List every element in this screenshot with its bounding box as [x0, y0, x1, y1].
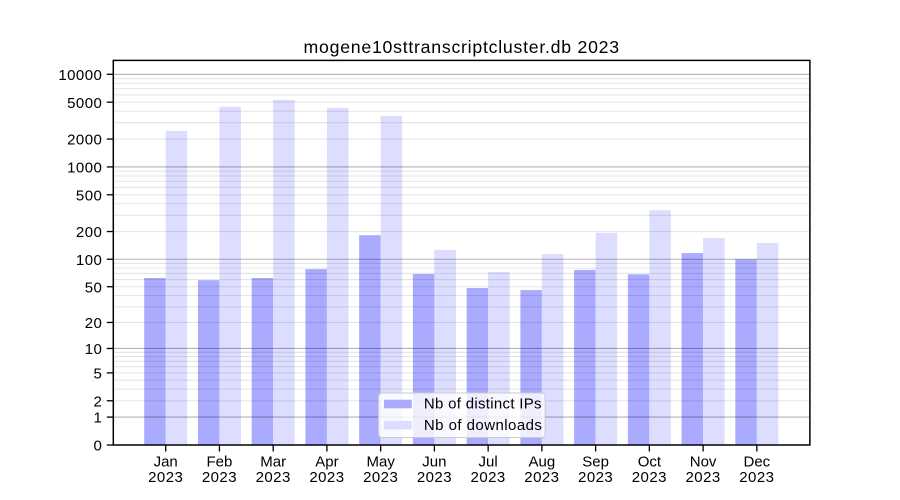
svg-text:Nov: Nov: [690, 453, 717, 470]
svg-text:1: 1: [94, 410, 103, 427]
svg-text:5000: 5000: [67, 95, 102, 112]
svg-text:2023: 2023: [256, 469, 291, 486]
svg-text:Dec: Dec: [743, 453, 770, 470]
svg-text:2023: 2023: [202, 469, 237, 486]
svg-text:Aug: Aug: [529, 453, 556, 470]
svg-text:mogene10sttranscriptcluster.db: mogene10sttranscriptcluster.db 2023: [304, 37, 620, 57]
svg-text:2: 2: [94, 393, 103, 410]
svg-text:Nb of downloads: Nb of downloads: [424, 417, 543, 434]
svg-text:Jan: Jan: [154, 453, 178, 470]
svg-text:Feb: Feb: [207, 453, 233, 470]
svg-text:2023: 2023: [686, 469, 721, 486]
svg-text:2023: 2023: [363, 469, 398, 486]
svg-text:500: 500: [76, 187, 102, 204]
svg-text:Jun: Jun: [422, 453, 446, 470]
svg-text:Sep: Sep: [582, 453, 609, 470]
svg-text:200: 200: [76, 224, 102, 241]
svg-text:Mar: Mar: [260, 453, 286, 470]
svg-text:10000: 10000: [58, 67, 102, 84]
svg-text:Oct: Oct: [638, 453, 662, 470]
svg-text:Nb of distinct IPs: Nb of distinct IPs: [424, 396, 542, 413]
svg-text:2023: 2023: [471, 469, 506, 486]
svg-text:2023: 2023: [309, 469, 344, 486]
svg-text:2023: 2023: [524, 469, 559, 486]
svg-text:2023: 2023: [632, 469, 667, 486]
svg-text:May: May: [366, 453, 395, 470]
svg-text:2023: 2023: [578, 469, 613, 486]
svg-text:Jul: Jul: [479, 453, 498, 470]
svg-text:50: 50: [85, 279, 103, 296]
svg-text:2023: 2023: [148, 469, 183, 486]
svg-text:2023: 2023: [739, 469, 774, 486]
svg-text:100: 100: [76, 252, 102, 269]
svg-text:20: 20: [85, 315, 103, 332]
svg-text:10: 10: [85, 341, 103, 358]
svg-text:0: 0: [94, 438, 103, 455]
svg-text:Apr: Apr: [315, 453, 338, 470]
svg-text:1000: 1000: [67, 160, 102, 177]
svg-text:2000: 2000: [67, 132, 102, 149]
svg-text:2023: 2023: [417, 469, 452, 486]
svg-text:5: 5: [94, 365, 103, 382]
